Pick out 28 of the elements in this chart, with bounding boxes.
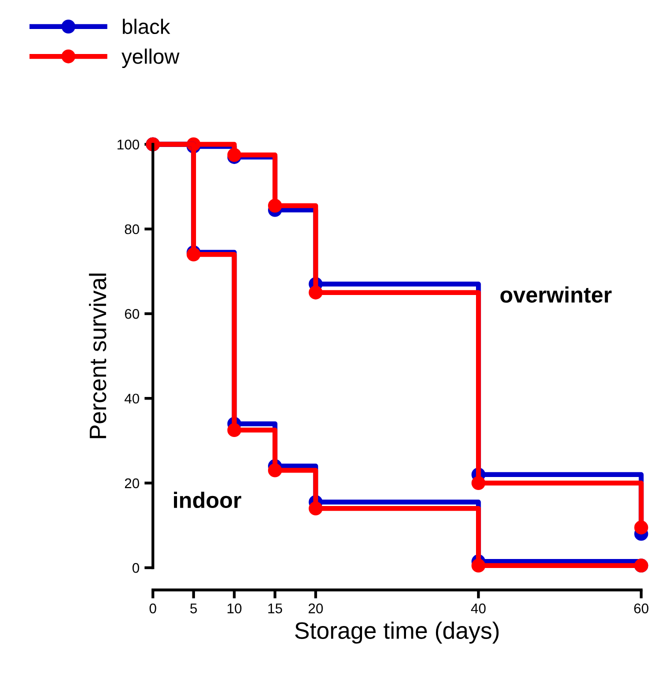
y-tick-label: 20 bbox=[124, 478, 140, 488]
x-tick-label: 0 bbox=[150, 604, 156, 614]
y-tick-label: 60 bbox=[124, 309, 140, 319]
y-tick-label: 80 bbox=[124, 224, 140, 234]
y-axis-title: Percent survival bbox=[88, 274, 106, 438]
point bbox=[471, 558, 486, 573]
point bbox=[227, 423, 242, 438]
point bbox=[308, 286, 323, 300]
x-tick-label: 40 bbox=[471, 604, 486, 614]
point bbox=[268, 463, 282, 478]
legend-label: black bbox=[122, 18, 170, 34]
y-tick-label: 100 bbox=[118, 140, 140, 150]
annotation: overwinter bbox=[500, 286, 612, 303]
point bbox=[268, 198, 282, 213]
point bbox=[308, 502, 323, 516]
point bbox=[227, 148, 242, 162]
x-tick-label: 15 bbox=[268, 604, 282, 614]
point bbox=[634, 520, 648, 534]
x-tick-label: 10 bbox=[228, 604, 242, 614]
annotation: indoor bbox=[174, 492, 242, 508]
x-axis-title: Storage time (days) bbox=[295, 622, 499, 644]
x-tick-label: 20 bbox=[308, 604, 323, 614]
y-tick-label: 40 bbox=[124, 394, 140, 404]
x-tick-label: 5 bbox=[190, 604, 197, 614]
point bbox=[471, 476, 486, 490]
legend-label: yellow bbox=[122, 48, 180, 68]
y-tick-label: 0 bbox=[132, 563, 140, 573]
x-tick-label: 60 bbox=[634, 604, 648, 614]
